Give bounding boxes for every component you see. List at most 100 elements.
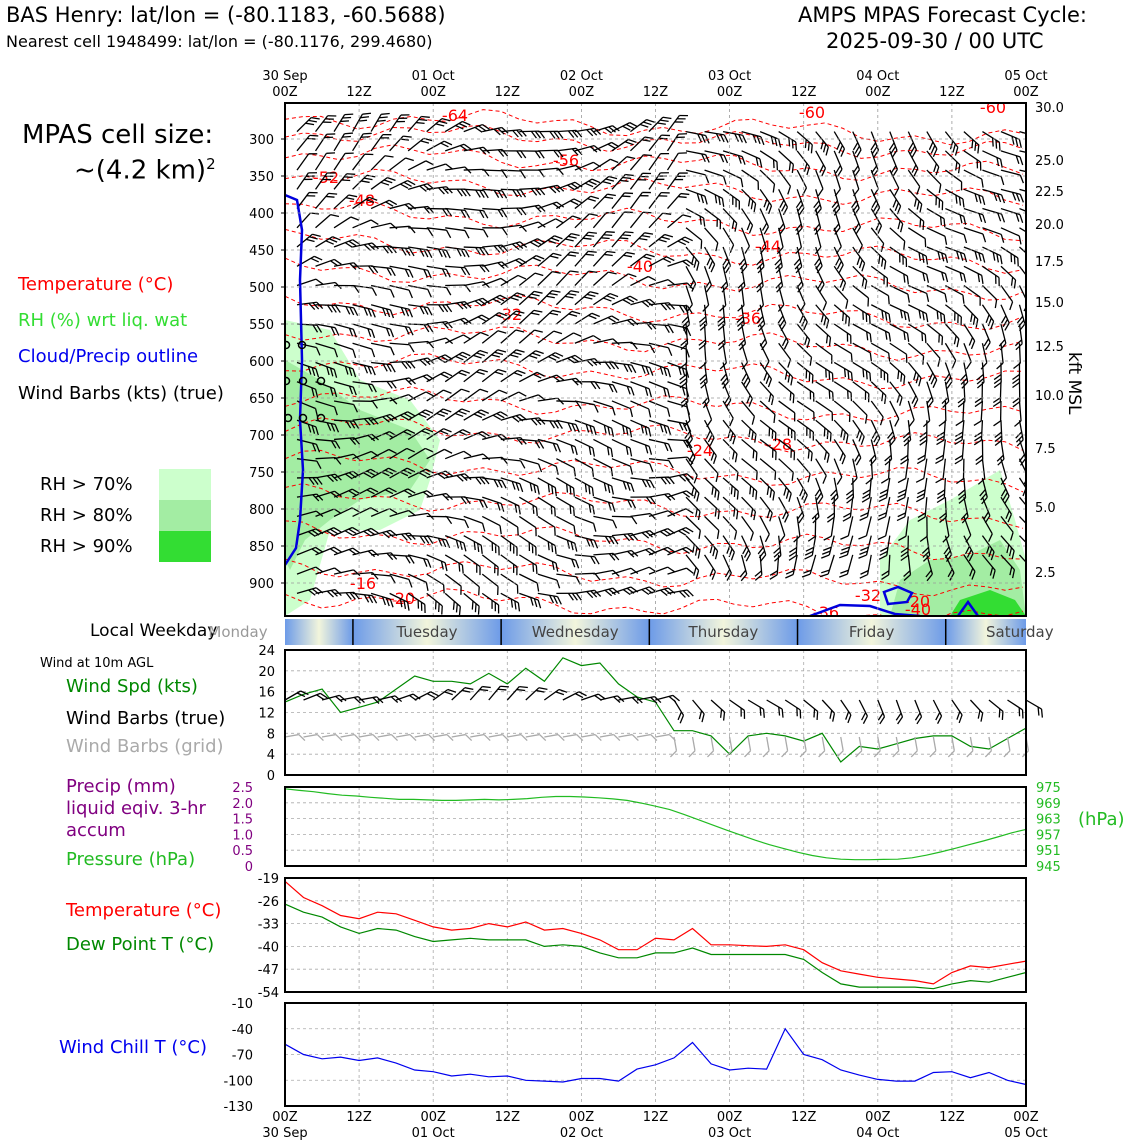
barb-flag (1010, 253, 1013, 263)
wind-barb (518, 290, 543, 306)
barb-flag (798, 515, 805, 524)
barb-flag (554, 235, 563, 240)
barb-flag (959, 373, 967, 381)
barb-shaft (803, 699, 819, 712)
barb-flag (311, 387, 315, 397)
wind-barb (833, 323, 852, 344)
barb-flag (648, 388, 653, 398)
barb-flag (686, 473, 694, 481)
barb-flag (826, 454, 830, 463)
wind-barb (796, 342, 813, 366)
barb-flag (774, 258, 782, 266)
barb-flag (330, 440, 337, 449)
barb-shaft (519, 221, 539, 229)
barb-flag (598, 693, 606, 700)
barb-flag (607, 446, 610, 456)
barb-flag (903, 273, 906, 283)
wind-barb (537, 438, 562, 453)
wind-barb (389, 592, 410, 611)
barb-shaft (463, 168, 484, 171)
wind-barb (963, 343, 972, 370)
wind-barb-grid (433, 733, 454, 742)
barb-shaft (999, 381, 1002, 402)
barb-flag (943, 218, 946, 228)
wind-barb (852, 323, 872, 343)
barb-flag (593, 540, 599, 549)
barb-flag (308, 119, 317, 123)
wind-barb (685, 496, 701, 521)
barb-flag (907, 293, 911, 303)
wind-barb (719, 343, 727, 370)
barb-flag (335, 734, 343, 742)
barb-flag (690, 457, 696, 466)
barb-shaft (544, 733, 559, 738)
barb-flag (553, 130, 560, 139)
barb-flag (879, 416, 884, 426)
barb-flag (380, 181, 390, 186)
barb-flag (970, 313, 973, 322)
barb-flag (329, 387, 334, 396)
barb-flag (322, 121, 332, 124)
barb-flag (861, 712, 867, 721)
barb-shaft (926, 400, 931, 421)
barb-shaft (1038, 478, 1051, 493)
barb-flag (609, 292, 619, 298)
barb-flag (533, 373, 542, 379)
barb-flag (757, 319, 765, 328)
barb-flag (479, 476, 486, 485)
wind-barb (982, 150, 1003, 168)
barb-flag (501, 190, 508, 199)
barb-flag (594, 589, 602, 597)
barb-flag (740, 707, 742, 717)
barb-shaft (574, 572, 595, 575)
barb-flag (957, 314, 959, 324)
barb-flag (370, 468, 379, 475)
barb-flag (777, 315, 784, 324)
barb-flag (649, 345, 656, 354)
barb-flag (553, 330, 563, 335)
barb-flag (693, 475, 698, 484)
wind-barb (426, 389, 452, 402)
barb-flag (639, 123, 649, 128)
barb-shaft (703, 343, 707, 364)
wind-barb (482, 477, 507, 489)
barb-flag (1002, 492, 1009, 501)
barb-shaft (463, 281, 484, 287)
wind-barb (704, 208, 722, 230)
wind-barb (907, 169, 921, 195)
barb-flag (312, 477, 319, 485)
temp-contour-label: -48 (349, 191, 375, 210)
barb-flag (757, 546, 764, 555)
barb-flag (774, 432, 777, 442)
barb-shaft (796, 516, 801, 537)
barb-flag (316, 477, 323, 485)
barb-shaft (945, 284, 964, 296)
barb-shaft (722, 285, 727, 306)
barb-flag (916, 201, 920, 210)
wind-barb (759, 496, 773, 522)
temp-contour-line (285, 257, 1024, 301)
temperature-tick-label: -47 (258, 963, 279, 978)
barb-flag (709, 568, 714, 577)
barb-flag (455, 603, 458, 613)
barb-shaft (426, 448, 445, 460)
barb-flag (956, 478, 964, 485)
wind-barb (956, 458, 965, 485)
barb-flag (676, 136, 685, 139)
barb-flag (588, 446, 592, 455)
barb-flag (840, 569, 849, 574)
wind-barb (982, 207, 1006, 223)
barb-flag (678, 133, 688, 135)
wind-barb (815, 285, 827, 311)
cell-size-label: MPAS cell size: (22, 120, 214, 150)
wind-barb (685, 188, 708, 205)
barb-flag (781, 708, 784, 718)
barb-flag (755, 452, 758, 461)
barb-flag (419, 248, 425, 257)
barb-flag (404, 326, 410, 335)
barb-flag (427, 289, 432, 298)
barb-flag (353, 569, 361, 577)
barb-flag (773, 551, 781, 558)
barb-flag (856, 256, 861, 266)
bottom-date-label: 30 Sep (262, 1126, 307, 1140)
